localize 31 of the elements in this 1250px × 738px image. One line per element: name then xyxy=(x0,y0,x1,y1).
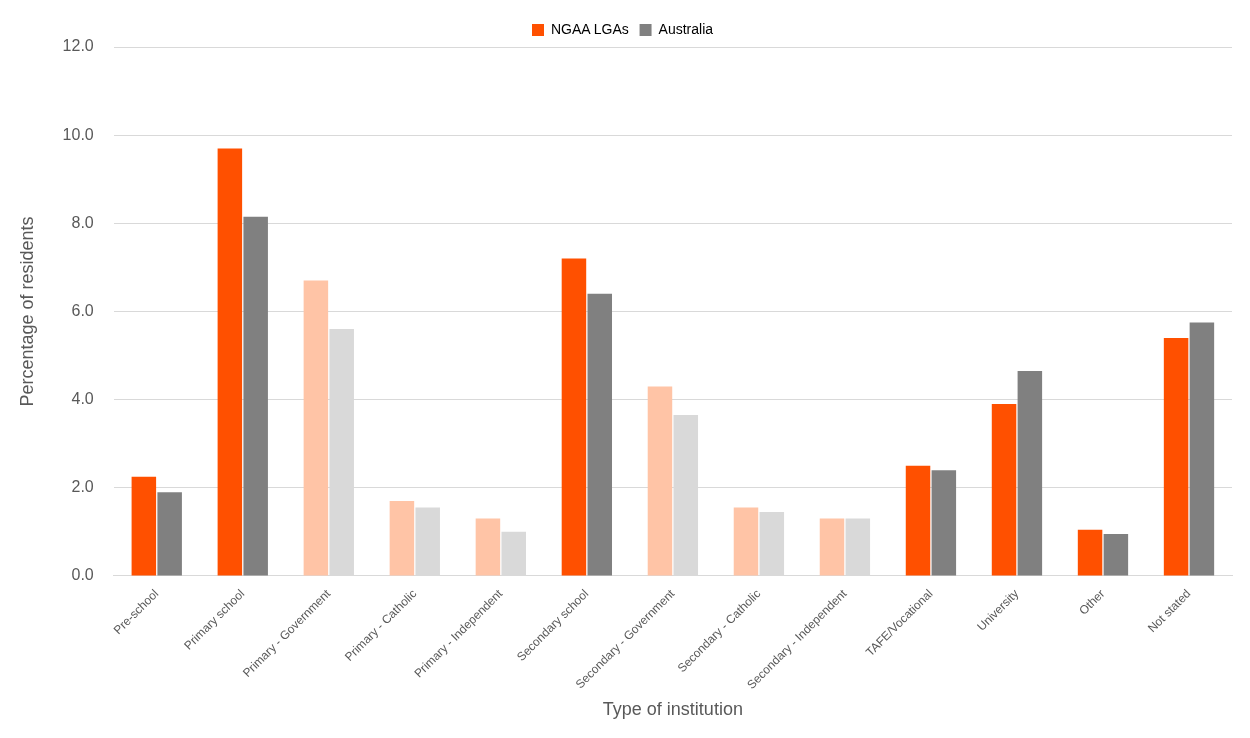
bar xyxy=(157,492,182,576)
y-tick-label: 6.0 xyxy=(71,301,94,319)
bar xyxy=(243,216,268,576)
y-tick-label: 2.0 xyxy=(71,478,94,496)
bar xyxy=(647,386,673,576)
bar xyxy=(1189,322,1215,576)
bar xyxy=(475,518,501,576)
y-tick-label: 12.0 xyxy=(62,37,94,55)
x-axis-title: Type of institution xyxy=(602,699,743,720)
bar xyxy=(561,258,587,576)
y-axis-title: Percentage of residents xyxy=(16,216,37,407)
bar xyxy=(389,500,415,576)
y-tick-label: 4.0 xyxy=(71,390,94,408)
bar xyxy=(217,148,243,576)
bar xyxy=(1103,534,1129,576)
bar xyxy=(905,465,931,576)
bar xyxy=(131,476,157,576)
y-tick-label: 8.0 xyxy=(71,213,94,231)
bar xyxy=(1077,529,1103,576)
y-tick-label: 0.0 xyxy=(71,566,94,584)
legend-label: Australia xyxy=(658,20,714,37)
legend-label: NGAA LGAs xyxy=(550,20,629,37)
bar xyxy=(1163,337,1189,576)
bar xyxy=(931,470,957,576)
bar xyxy=(1017,370,1043,576)
bar xyxy=(991,404,1017,576)
bar xyxy=(733,507,759,576)
bar xyxy=(819,518,845,576)
y-tick-label: 10.0 xyxy=(62,125,94,143)
bar xyxy=(303,280,329,576)
bar xyxy=(587,293,613,576)
